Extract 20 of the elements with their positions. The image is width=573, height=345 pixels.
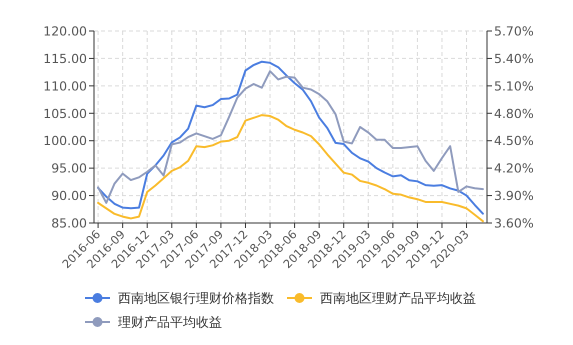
y2-tick-label: 4.50% xyxy=(494,133,534,148)
y2-tick-label: 4.80% xyxy=(494,106,534,121)
y-tick-label: 95.00 xyxy=(51,160,88,176)
y-tick-label: 105.00 xyxy=(43,106,88,121)
y-tick-label: 90.00 xyxy=(51,188,88,204)
line-series xyxy=(97,114,484,222)
legend-label: 理财产品平均收益 xyxy=(118,316,222,330)
y2-tick-label: 3.60% xyxy=(494,216,534,230)
y-tick-label: 110.00 xyxy=(43,78,88,94)
legend-label: 西南地区银行理财价格指数 xyxy=(118,292,274,306)
legend-label: 西南地区理财产品平均收益 xyxy=(320,292,476,306)
y-tick-label: 85.00 xyxy=(51,216,88,230)
y2-tick-label: 4.20% xyxy=(494,160,534,176)
y-tick-label: 100.00 xyxy=(43,133,88,148)
y-tick-label: 120.00 xyxy=(43,24,88,38)
y2-tick-label: 5.40% xyxy=(494,50,534,66)
y-tick-label: 115.00 xyxy=(43,50,88,66)
y2-tick-label: 5.10% xyxy=(494,78,534,94)
y2-tick-label: 3.90% xyxy=(494,188,534,204)
y2-tick-label: 5.70% xyxy=(494,24,534,38)
